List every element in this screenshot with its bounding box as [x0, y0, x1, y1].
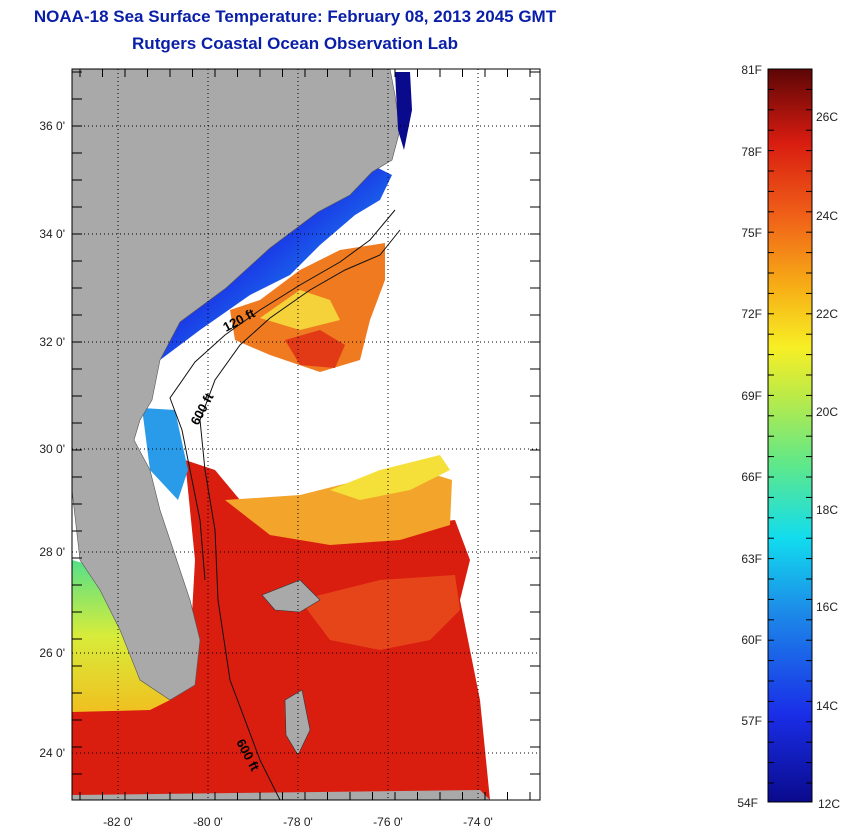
- lat-label-30: 30 0': [39, 442, 65, 456]
- warm-water-patch-east: [300, 575, 460, 650]
- contour-600ft: [199, 229, 401, 800]
- lon-label-76: -76 0': [373, 815, 403, 829]
- cold-coastal-band: [160, 165, 392, 360]
- colorbar-f-72: 72F: [741, 307, 762, 321]
- colorbar-f-57: 57F: [741, 714, 762, 728]
- yellow-water-carolina: [260, 290, 340, 330]
- lat-label-34: 34 0': [39, 227, 65, 241]
- colorbar-f-75: 75F: [741, 226, 762, 240]
- lon-label-74: -74 0': [463, 815, 493, 829]
- map-area: [72, 69, 540, 800]
- map-subtitle: Rutgers Coastal Ocean Observation Lab: [132, 34, 458, 53]
- colorbar-c-24: 24C: [816, 209, 838, 223]
- axis-ticks: [72, 69, 540, 800]
- colorbar-c-16: 16C: [816, 600, 838, 614]
- colorbar-f-63: 63F: [741, 552, 762, 566]
- red-water-carolina: [285, 330, 345, 368]
- lon-label-82: -82 0': [103, 815, 133, 829]
- colorbar-f-60: 60F: [741, 633, 762, 647]
- colorbar-c-14: 14C: [816, 699, 838, 713]
- land-outer-banks: [395, 72, 412, 150]
- colorbar-c-26: 26C: [816, 110, 838, 124]
- land-bahamas-andros: [284, 689, 311, 756]
- yellow-water-streaks: [330, 455, 450, 500]
- colorbar-f-66: 66F: [741, 470, 762, 484]
- colorbar-c-18: 18C: [816, 503, 838, 517]
- lat-label-26: 26 0': [39, 646, 65, 660]
- warm-water-south: [72, 460, 490, 800]
- lat-label-24: 24 0': [39, 746, 65, 760]
- colorbar: [767, 68, 813, 803]
- colorbar-f-54: 54F: [737, 796, 758, 810]
- land-bahamas-north: [261, 579, 321, 613]
- colorbar-f-69: 69F: [741, 389, 762, 403]
- colorbar-f-78: 78F: [741, 145, 762, 159]
- colorbar-ticks: [768, 68, 812, 784]
- colorbar-c-12: 12C: [818, 797, 840, 811]
- colorbar-c-20: 20C: [816, 405, 838, 419]
- map-frame: [71, 68, 541, 801]
- cold-water-florida-atlantic: [142, 408, 188, 500]
- lon-label-80: -80 0': [193, 815, 223, 829]
- map-title: NOAA-18 Sea Surface Temperature: Februar…: [33, 7, 557, 26]
- land-us-southeast: [72, 69, 401, 701]
- colorbar-c-22: 22C: [816, 307, 838, 321]
- lat-label-28: 28 0': [39, 545, 65, 559]
- lat-label-36: 36 0': [39, 119, 65, 133]
- lon-label-78: -78 0': [283, 815, 313, 829]
- land-cuba-edge: [72, 790, 490, 800]
- colorbar-f-81: 81F: [741, 63, 762, 77]
- contour-120ft: [169, 209, 396, 581]
- lat-label-32: 32 0': [39, 335, 65, 349]
